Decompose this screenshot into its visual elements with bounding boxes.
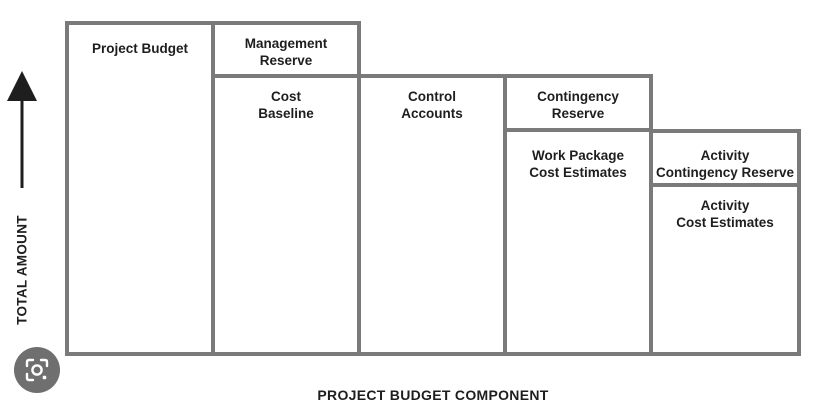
control-accounts-label: Control Accounts xyxy=(401,89,463,121)
project-budget-label: Project Budget xyxy=(91,41,188,56)
google-lens-button[interactable] xyxy=(14,347,60,393)
x-axis-label: PROJECT BUDGET COMPONENT xyxy=(317,387,549,403)
work-package-cost-estimates-label: Work Package Cost Estimates xyxy=(529,148,627,180)
y-axis-label: TOTAL AMOUNT xyxy=(14,215,30,325)
contingency-reserve-label: Contingency Reserve xyxy=(537,89,619,121)
project-budget-box xyxy=(65,21,215,356)
cost-baseline-label: Cost Baseline xyxy=(258,89,314,121)
activity-cost-estimates-label: Activity Cost Estimates xyxy=(676,198,774,230)
activity-cost-estimates-box xyxy=(649,183,801,356)
activity-contingency-reserve-label: Activity Contingency Reserve xyxy=(655,148,795,180)
management-reserve-label: Management Reserve xyxy=(244,36,328,68)
google-lens-icon xyxy=(25,358,49,382)
